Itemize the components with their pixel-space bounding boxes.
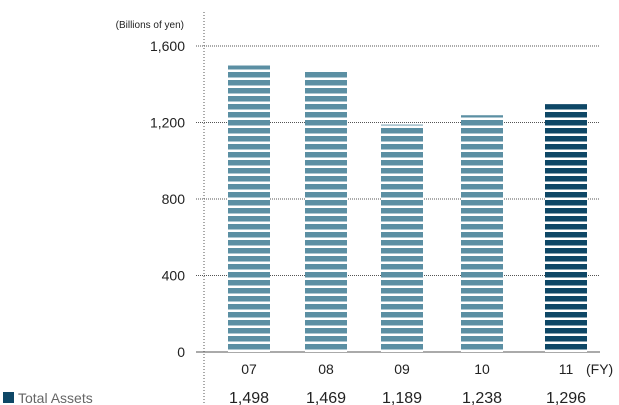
- x-tick-label-07: 07: [241, 361, 257, 377]
- bar-08: [305, 71, 347, 353]
- bar-09: [381, 124, 423, 352]
- y-tick-label-4: 1,600: [150, 38, 185, 54]
- bar-07: [228, 65, 270, 352]
- bar-11: [545, 104, 587, 352]
- x-tick-label-08: 08: [318, 361, 334, 377]
- x-tick-label-09: 09: [394, 361, 410, 377]
- value-label-11: 1,296: [546, 390, 586, 405]
- y-unit-label: (Billions of yen): [116, 20, 184, 31]
- y-axis: 0 400 800 1,200 1,600: [150, 12, 205, 403]
- legend-marker: [3, 392, 14, 403]
- x-tick-label-11: 11: [559, 361, 574, 377]
- legend-label: Total Assets: [18, 390, 93, 405]
- value-label-07: 1,498: [229, 390, 269, 405]
- y-tick-label-3: 1,200: [150, 115, 185, 131]
- value-labels: 1,498 1,469 1,189 1,238 1,296: [229, 390, 586, 405]
- y-tick-label-0: 0: [177, 344, 185, 360]
- value-label-08: 1,469: [306, 390, 346, 405]
- x-unit-label: (FY): [586, 361, 613, 377]
- x-axis-labels: 07 08 09 10 11: [241, 361, 573, 377]
- y-tick-label-2: 800: [162, 191, 186, 207]
- bars: [228, 65, 587, 353]
- value-label-09: 1,189: [382, 390, 422, 405]
- x-tick-label-10: 10: [474, 361, 490, 377]
- value-label-10: 1,238: [462, 390, 502, 405]
- y-tick-label-1: 400: [162, 268, 186, 284]
- bar-10: [461, 115, 503, 352]
